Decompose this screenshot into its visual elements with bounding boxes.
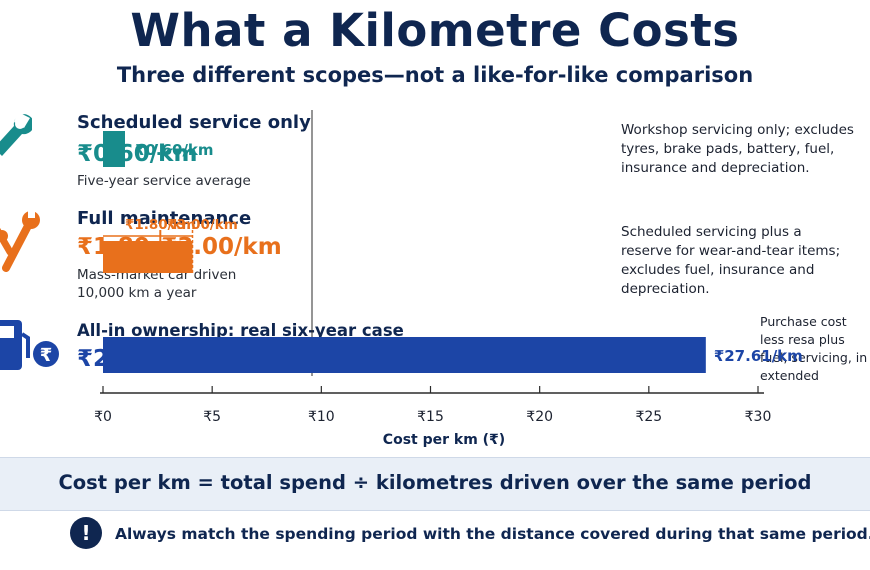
side-note-service: Workshop servicing only; excludes tyres,… <box>621 122 854 176</box>
x-tick-label: ₹30 <box>745 409 772 425</box>
bar-full-maintenance <box>103 241 193 273</box>
wrench-icon <box>0 112 32 156</box>
data-label-all-in-ownership: ₹27.61/km <box>714 347 803 365</box>
bar-all-in-ownership <box>103 337 706 373</box>
x-tick-label: ₹10 <box>308 409 335 425</box>
exclamation-icon: ! <box>70 517 102 549</box>
formula-band <box>0 457 870 511</box>
x-tick-label: ₹25 <box>635 409 662 425</box>
data-label-maintenance-high: ₹3.00/km <box>167 217 238 233</box>
crossed-wrenches-icon <box>0 208 40 272</box>
fuel-pump-rupee-icon: ₹ <box>0 320 59 370</box>
x-tick-label: ₹20 <box>526 409 553 425</box>
cost-per-km-chart: ₹0 ₹5 ₹10 ₹15 ₹20 ₹25 ₹30 ₹0.60/km ₹1.80/km₹3.0… <box>94 110 803 448</box>
row-title-ownership: All-in ownership: real six-year case <box>77 321 404 340</box>
svg-text:₹: ₹ <box>40 345 53 366</box>
x-tick-label: ₹5 <box>203 409 221 425</box>
page-title: What a Kilometre Costs <box>130 4 740 57</box>
row-note-service: Five-year service average <box>77 173 251 189</box>
row-title-maintenance: Full maintenance <box>77 208 252 229</box>
chart-x-axis-title: Cost per km (₹) <box>383 432 505 448</box>
tip-text: Always match the spending period with th… <box>115 525 870 543</box>
bar-scheduled-service <box>103 131 125 167</box>
row-title-service: Scheduled service only <box>77 112 311 133</box>
row-value-service: ₹0.60/km <box>77 141 198 167</box>
side-note-ownership: Purchase cost less resa plus fuel, servi… <box>760 314 868 383</box>
x-tick-label: ₹0 <box>94 409 112 425</box>
x-tick-label: ₹15 <box>417 409 444 425</box>
page-subtitle: Three different scopes—not a like-for-li… <box>116 63 754 87</box>
data-label-maintenance-low: ₹1.80/km <box>125 217 196 233</box>
formula-text: Cost per km = total spend ÷ kilometres d… <box>58 471 812 494</box>
data-label-scheduled-service: ₹0.60/km <box>135 141 214 159</box>
side-note-maintenance: Scheduled servicing plus a reserve for w… <box>621 224 841 297</box>
